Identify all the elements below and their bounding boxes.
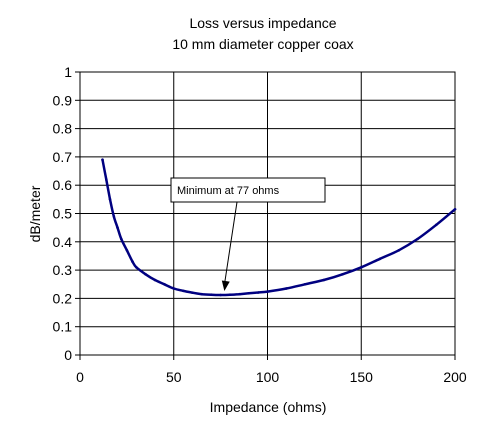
x-axis-label: Impedance (ohms) <box>210 399 327 415</box>
data-point <box>200 292 204 296</box>
y-tick-label: 0.5 <box>53 206 73 222</box>
data-point <box>112 215 116 218</box>
data-point <box>108 198 112 201</box>
data-point <box>135 266 138 269</box>
data-point <box>131 260 134 263</box>
data-point <box>172 287 176 290</box>
x-tick-label: 100 <box>256 369 280 385</box>
annotation-label: Minimum at 77 ohms <box>177 185 280 197</box>
data-point <box>191 291 194 295</box>
series-group <box>101 158 457 297</box>
data-point <box>322 278 326 282</box>
annotation-arrowhead <box>221 280 230 292</box>
plot-area-frame <box>79 71 456 356</box>
data-point <box>116 226 119 229</box>
data-point <box>285 287 288 290</box>
data-point <box>247 292 251 295</box>
x-axis-ticks: 0 50 100 150 200 <box>76 355 467 385</box>
data-point <box>416 237 419 241</box>
chart-title: Loss versus impedance <box>189 15 336 31</box>
data-point <box>360 266 363 269</box>
chart-subtitle: 10 mm diameter copper coax <box>172 36 353 52</box>
x-tick-label: 150 <box>350 369 374 385</box>
data-point <box>210 293 213 297</box>
annotation-box <box>170 177 326 203</box>
data-point <box>303 283 307 286</box>
y-axis-label: dB/meter <box>27 185 43 242</box>
y-tick-label: 0.8 <box>53 121 73 137</box>
data-point <box>435 223 438 227</box>
data-point <box>101 158 104 161</box>
data-point <box>238 292 241 296</box>
annotation-arrow <box>223 201 238 286</box>
y-tick-label: 0.7 <box>53 149 73 165</box>
x-tick-label: 200 <box>443 369 467 385</box>
data-point <box>219 293 222 297</box>
data-point <box>125 249 129 252</box>
data-point <box>228 293 232 297</box>
y-tick-label: 1 <box>64 64 72 80</box>
data-point <box>378 257 382 261</box>
data-point <box>105 178 108 181</box>
y-tick-label: 0.1 <box>53 319 73 335</box>
data-point <box>256 291 260 294</box>
data-point <box>453 208 457 211</box>
data-point <box>181 289 185 293</box>
y-tick-label: 0.9 <box>53 92 73 108</box>
data-point <box>153 278 157 282</box>
y-tick-label: 0.4 <box>53 234 73 250</box>
data-point <box>120 237 123 241</box>
y-tick-label: 0.3 <box>53 262 73 278</box>
y-axis-ticks: 0 0.1 0.2 0.3 0.4 0.5 0.6 0.7 0.8 0.9 1 <box>53 64 80 363</box>
y-tick-label: 0.2 <box>53 290 73 306</box>
y-tick-label: 0 <box>64 347 72 363</box>
data-point <box>397 249 401 252</box>
annotation-group: Minimum at 77 ohms <box>170 177 326 292</box>
data-point <box>341 273 344 276</box>
x-tick-label: 0 <box>76 369 84 385</box>
data-point <box>266 290 269 293</box>
y-tick-label: 0.6 <box>53 177 73 193</box>
x-tick-label: 50 <box>166 369 182 385</box>
grid-lines <box>79 71 456 356</box>
data-point <box>163 283 166 286</box>
data-point <box>144 273 147 276</box>
